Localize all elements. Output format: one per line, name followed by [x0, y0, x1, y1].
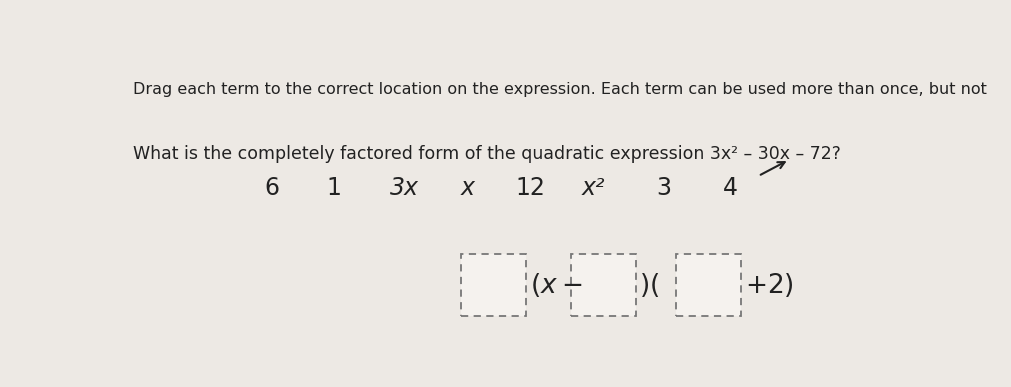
- Text: x²: x²: [581, 176, 605, 200]
- Text: Drag each term to the correct location on the expression. Each term can be used : Drag each term to the correct location o…: [132, 82, 991, 97]
- Text: 3: 3: [655, 176, 670, 200]
- Text: What is the completely factored form of the quadratic expression 3x² – 30x – 72?: What is the completely factored form of …: [132, 145, 840, 163]
- Text: $)($: $)($: [639, 271, 659, 299]
- Text: 1: 1: [327, 176, 342, 200]
- Text: 4: 4: [722, 176, 737, 200]
- Bar: [570, 253, 635, 316]
- Text: $(x-$: $(x-$: [530, 271, 582, 299]
- Text: 12: 12: [515, 176, 545, 200]
- Bar: [675, 253, 740, 316]
- Text: $+2)$: $+2)$: [744, 271, 793, 299]
- Text: x: x: [460, 176, 474, 200]
- Text: 3x: 3x: [390, 176, 419, 200]
- Text: 6: 6: [264, 176, 279, 200]
- Bar: [461, 253, 525, 316]
